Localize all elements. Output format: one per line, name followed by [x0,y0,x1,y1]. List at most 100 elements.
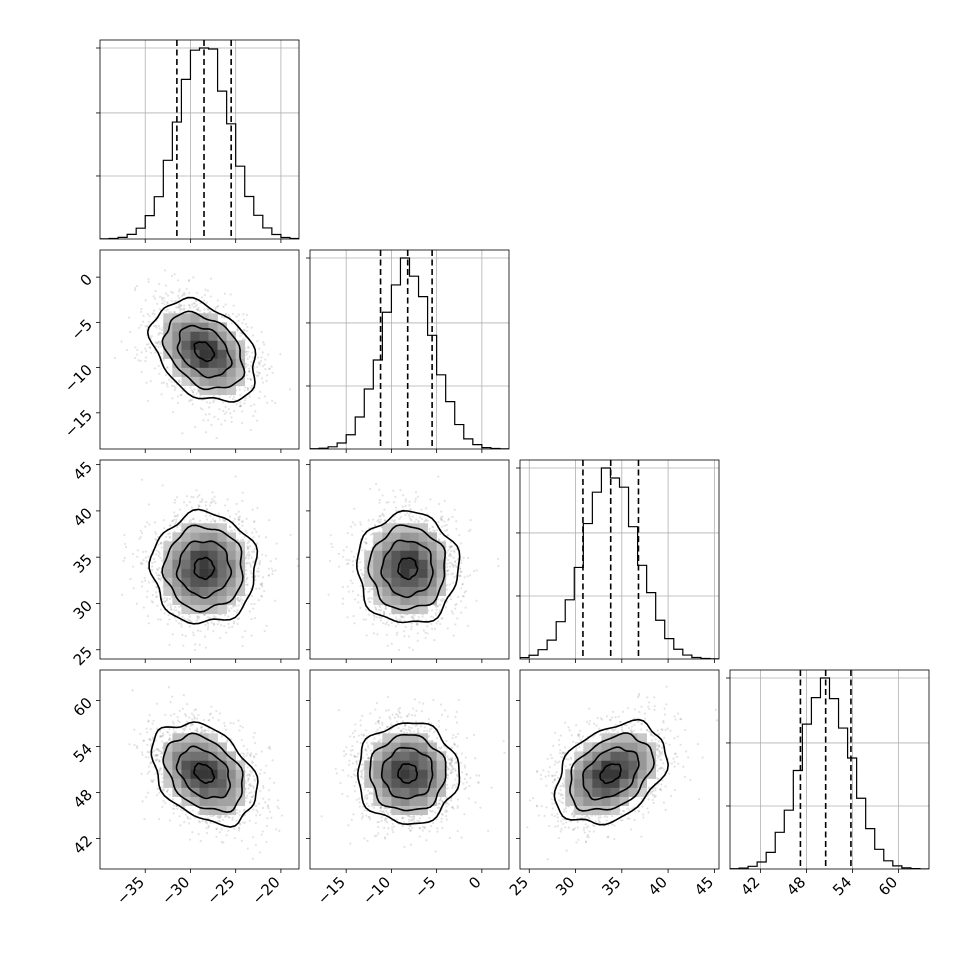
scatter-point [429,824,433,828]
scatter-point [368,588,371,591]
scatter-point [161,301,164,305]
scatter-point [170,311,173,314]
scatter-point [254,764,257,767]
scatter-point [656,769,659,773]
scatter-point [179,824,182,827]
scatter-point [672,757,675,760]
scatter-point [443,524,446,527]
scatter-point [213,415,216,418]
scatter-point [173,385,176,388]
scatter-point [145,796,148,799]
scatter-point [248,553,251,556]
scatter-point [149,336,152,340]
density-cell [217,541,227,551]
scatter-point [613,824,616,827]
scatter-point [238,810,241,813]
density-cell [172,322,182,332]
scatter-point [393,515,396,518]
density-cell [601,796,611,806]
scatter-point [197,389,200,392]
scatter-point [418,835,421,838]
scatter-point [539,773,543,776]
scatter-point [248,395,251,398]
scatter-point [582,826,586,829]
scatter-point [140,563,143,566]
scatter-point [367,600,371,603]
scatter-point [454,762,457,765]
scatter-point [634,810,637,813]
scatter-point [637,810,641,813]
scatter-point [450,561,453,565]
contour-line [193,556,216,581]
scatter-point [410,519,413,522]
scatter-point [173,530,176,533]
scatter-point [206,817,209,820]
x-tick-label: −35 [113,873,148,908]
scatter-point [192,394,195,397]
scatter-point [154,759,157,762]
scatter-point [556,776,560,780]
scatter-point [157,341,160,344]
scatter-point [377,518,380,521]
scatter-point [354,781,358,784]
density-cell [373,778,383,788]
density-cell [226,760,236,770]
scatter-point [617,715,620,718]
scatter-point [154,753,158,757]
scatter-point [171,633,174,636]
scatter-point [379,514,382,518]
scatter-point [157,618,160,621]
density-cell [208,523,218,533]
scatter-point [166,308,169,311]
scatter-point [365,542,368,545]
scatter-point [418,819,421,823]
scatter-point [661,779,664,782]
scatter-point [453,768,457,771]
scatter-point [141,320,145,323]
scatter-point [173,300,176,303]
scatter-point [387,501,390,504]
scatter-point [147,503,151,506]
scatter-point [378,716,381,719]
scatter-point [144,756,147,759]
scatter-point [257,599,260,602]
scatter-point [157,769,160,772]
scatter-point [254,843,257,846]
scatter-point [377,825,380,829]
scatter-point [464,589,467,593]
density-cell [172,733,182,743]
density-cell [217,367,227,377]
scatter-point [362,733,365,736]
scatter-point [227,622,230,626]
scatter-point [158,295,162,298]
scatter-point [398,706,402,710]
scatter-point [173,616,176,619]
scatter-point [561,751,564,754]
scatter-point [409,829,412,832]
scatter-point [379,521,382,524]
scatter-point [161,332,164,335]
scatter-point [452,634,455,637]
scatter-point [243,535,246,538]
scatter-point [260,833,263,836]
scatter-point [179,393,182,397]
scatter-point [439,622,442,626]
scatter-point [194,816,197,819]
scatter-point [450,758,453,761]
density-cell [190,586,200,596]
scatter-point [258,813,262,816]
scatter-point [439,703,443,706]
scatter-point [364,537,368,540]
scatter-point [557,739,561,742]
scatter-point [400,614,403,618]
scatter-point [542,769,545,772]
scatter-point [245,353,249,356]
scatter-point [256,506,259,509]
density-cell [592,787,602,797]
scatter-point [171,695,174,698]
scatter-point [136,353,139,356]
scatter-point [411,648,414,651]
scatter-point [214,519,217,522]
density-cell [199,367,209,377]
scatter-point [363,540,366,543]
